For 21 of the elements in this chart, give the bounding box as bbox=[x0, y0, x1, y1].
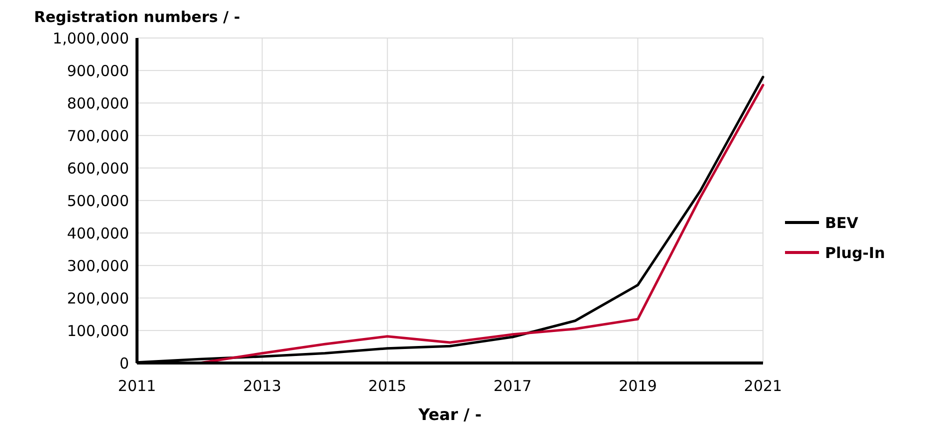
y-tick-label: 900,000 bbox=[66, 62, 129, 80]
y-tick-label: 200,000 bbox=[66, 289, 129, 308]
y-tick-label: 600,000 bbox=[66, 159, 129, 178]
x-tick-label: 2013 bbox=[243, 377, 282, 395]
y-tick-label: 300,000 bbox=[66, 256, 129, 275]
x-axis-title: Year / - bbox=[417, 405, 482, 424]
x-tick-label: 2011 bbox=[118, 377, 156, 395]
x-tick-label: 2019 bbox=[618, 377, 657, 395]
y-tick-label: 0 bbox=[119, 354, 129, 372]
y-axis-title: Registration numbers / - bbox=[34, 8, 240, 26]
y-tick-label: 100,000 bbox=[66, 322, 129, 340]
legend-label: BEV bbox=[825, 214, 859, 232]
y-tick-label: 400,000 bbox=[66, 224, 129, 242]
legend-label: Plug-In bbox=[825, 244, 886, 262]
y-tick-label: 700,000 bbox=[66, 126, 129, 145]
x-tick-label: 2021 bbox=[744, 377, 782, 395]
y-tick-label: 800,000 bbox=[66, 94, 129, 112]
y-tick-label: 500,000 bbox=[66, 192, 129, 210]
y-tick-label: 1,000,000 bbox=[52, 29, 129, 48]
x-tick-label: 2015 bbox=[368, 377, 406, 395]
x-tick-label: 2017 bbox=[494, 377, 532, 395]
